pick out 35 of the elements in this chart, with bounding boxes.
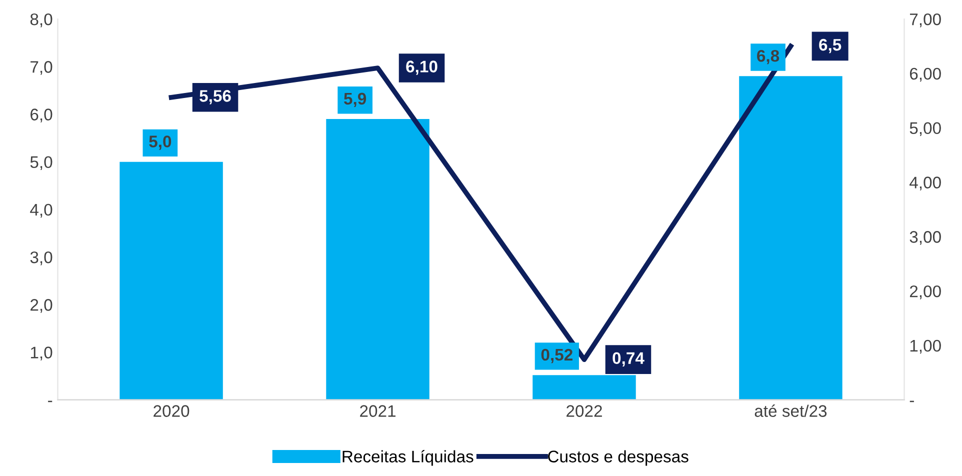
- bar: [739, 76, 842, 400]
- bar: [120, 162, 223, 400]
- y-tick-label: 6,0: [30, 108, 52, 122]
- y2-tick-label: 7,00: [910, 13, 941, 28]
- y2-tick-label: 1,00: [910, 340, 941, 354]
- x-tick-label: até set/23: [754, 404, 827, 417]
- bar: [326, 119, 430, 400]
- y-tick-label: 7,0: [30, 61, 52, 75]
- y2-tick-label: 5,00: [910, 122, 941, 136]
- y2-tick-label: 2,00: [910, 285, 941, 300]
- y-tick-label: 3,0: [30, 251, 52, 266]
- y-tick-label: 4,0: [30, 204, 52, 218]
- legend-label: Custos e despesas: [548, 450, 688, 466]
- y2-tick-label: -: [910, 400, 914, 402]
- data-label: 0,52: [541, 348, 572, 364]
- y2-tick-label: 4,00: [910, 176, 941, 190]
- legend-label: Receitas Líquidas: [342, 450, 474, 466]
- y-tick-label: 5,0: [30, 156, 52, 170]
- y-tick-label: 1,0: [30, 346, 52, 360]
- y-tick-label: -: [48, 400, 52, 402]
- data-label: 5,0: [149, 136, 172, 150]
- y2-tick-label: 3,00: [910, 231, 941, 245]
- y-tick-label: 2,0: [30, 299, 52, 313]
- data-label: 6,5: [819, 38, 842, 54]
- x-tick-label: 2020: [154, 405, 190, 417]
- data-label: 6,10: [406, 60, 438, 75]
- data-label: 5,56: [200, 90, 231, 104]
- data-label: 6,8: [757, 50, 780, 64]
- x-tick-label: 2022: [566, 405, 602, 417]
- x-tick-label: 2021: [360, 405, 396, 417]
- y2-tick-label: 6,00: [910, 68, 941, 82]
- data-label: 5,9: [344, 92, 366, 108]
- bar: [532, 375, 636, 400]
- y-tick-label: 8,0: [30, 13, 52, 28]
- data-label: 0,74: [612, 352, 644, 366]
